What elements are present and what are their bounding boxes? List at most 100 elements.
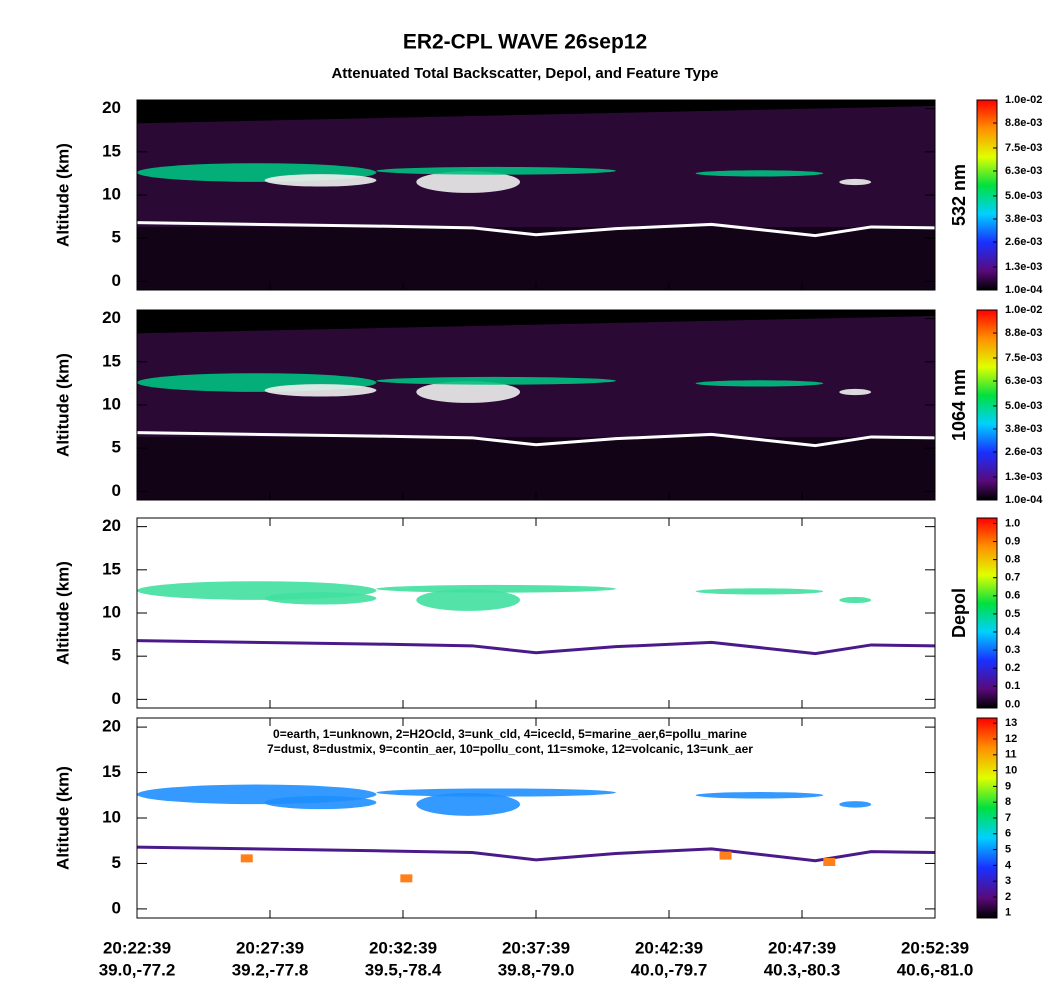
colorbar-tick-label: 7 (1005, 812, 1011, 824)
colorbar-tick-label: 6.3e-03 (1005, 165, 1042, 177)
y-tick-label: 10 (102, 394, 121, 413)
y-tick-label: 15 (102, 351, 121, 370)
colorbar-tick-label: 7.5e-03 (1005, 142, 1042, 154)
colorbar-tick-label: 0.8 (1005, 554, 1020, 566)
cloud-feature (839, 178, 872, 186)
cloud-feature (839, 596, 872, 604)
colorbar-label: Depol (949, 588, 969, 638)
x-tick-label: 39.8,-79.0 (498, 960, 575, 979)
aerosol-feature (719, 851, 732, 860)
cloud-feature (416, 381, 521, 403)
x-tick-label: 20:47:39 (768, 938, 836, 957)
cloud-feature (839, 801, 872, 808)
y-tick-label: 20 (102, 98, 121, 117)
surface-line (136, 639, 936, 656)
y-axis-label: Altitude (km) (53, 353, 72, 457)
no-data-region (137, 310, 935, 334)
colorbar-tick-label: 4 (1005, 859, 1012, 871)
cloud-feature (695, 380, 824, 387)
colorbar-tick-label: 2 (1005, 891, 1011, 903)
cloud-feature (376, 788, 616, 797)
colorbar-tick-label: 2.6e-03 (1005, 236, 1042, 248)
y-tick-label: 10 (102, 184, 121, 203)
colorbar-tick-label: 0.5 (1005, 608, 1020, 620)
y-tick-label: 20 (102, 717, 121, 736)
x-tick-label: 40.0,-79.7 (631, 960, 708, 979)
colorbar-tick-label: 1.3e-03 (1005, 261, 1042, 273)
colorbar-tick-label: 3 (1005, 875, 1011, 887)
x-tick-label: 20:27:39 (236, 938, 304, 957)
colorbar-tick-label: 0.3 (1005, 644, 1020, 656)
colorbar-tick-label: 6.3e-03 (1005, 375, 1042, 387)
aerosol-feature (823, 858, 836, 866)
colorbar-tick-label: 8 (1005, 796, 1011, 808)
surface-line (136, 845, 936, 863)
colorbar (976, 309, 998, 501)
plot-background (137, 518, 935, 708)
colorbar-tick-label: 0.7 (1005, 572, 1020, 584)
cloud-feature (264, 796, 377, 810)
colorbar-label: 532 nm (949, 164, 969, 226)
cloud-feature (695, 170, 824, 177)
y-axis-label: Altitude (km) (53, 561, 72, 665)
colorbar-tick-label: 1.3e-03 (1005, 471, 1042, 483)
x-tick-label: 39.2,-77.8 (232, 960, 309, 979)
cloud-feature (416, 792, 521, 816)
below-surface (137, 436, 935, 500)
x-tick-label: 40.6,-81.0 (897, 960, 974, 979)
colorbar-tick-label: 0.9 (1005, 535, 1020, 547)
colorbar-tick-label: 5 (1005, 844, 1011, 856)
x-tick-label: 20:22:39 (103, 938, 171, 957)
cloud-feature (416, 589, 521, 611)
colorbar-tick-label: 2.6e-03 (1005, 446, 1042, 458)
y-axis-label: Altitude (km) (53, 143, 72, 247)
no-data-region (137, 100, 935, 124)
x-tick-label: 20:37:39 (502, 938, 570, 957)
aerosol-feature (400, 874, 413, 883)
y-axis-label: Altitude (km) (53, 766, 72, 870)
y-tick-label: 0 (112, 898, 121, 917)
cloud-feature (376, 376, 616, 385)
colorbar-tick-label: 8.8e-03 (1005, 327, 1042, 339)
y-tick-label: 15 (102, 141, 121, 160)
colorbar-tick-label: 10 (1005, 765, 1017, 777)
colorbar-tick-label: 1.0 (1005, 517, 1020, 529)
cloud-feature (376, 584, 616, 593)
aerosol-feature (240, 854, 253, 863)
cloud-feature (695, 792, 824, 799)
y-tick-label: 5 (112, 646, 121, 665)
cloud-feature (264, 592, 377, 605)
colorbar-tick-label: 1.0e-02 (1005, 94, 1042, 106)
y-tick-label: 10 (102, 602, 121, 621)
colorbar-label: 1064 nm (949, 369, 969, 441)
colorbar-tick-label: 0.6 (1005, 590, 1020, 602)
y-tick-label: 0 (112, 481, 121, 500)
colorbar-tick-label: 3.8e-03 (1005, 213, 1042, 225)
colorbar-tick-label: 0.4 (1005, 626, 1021, 638)
y-tick-label: 15 (102, 559, 121, 578)
colorbar-tick-label: 8.8e-03 (1005, 117, 1042, 129)
colorbar-tick-label: 6 (1005, 828, 1011, 840)
colorbar-tick-label: 0.0 (1005, 698, 1020, 710)
colorbar (976, 517, 998, 709)
colorbar-tick-label: 9 (1005, 780, 1011, 792)
cloud-feature (416, 171, 521, 193)
colorbar-tick-label: 12 (1005, 733, 1017, 745)
y-tick-label: 0 (112, 271, 121, 290)
colorbar-tick-label: 13 (1005, 717, 1017, 729)
colorbar-tick-label: 1.0e-04 (1005, 284, 1043, 296)
cloud-feature (695, 588, 824, 595)
cloud-feature (839, 388, 872, 396)
colorbar-tick-label: 5.0e-03 (1005, 400, 1042, 412)
colorbar-tick-label: 0.2 (1005, 662, 1020, 674)
cloud-feature (264, 384, 377, 397)
colorbar-tick-label: 1.0e-04 (1005, 494, 1043, 506)
y-tick-label: 5 (112, 438, 121, 457)
x-tick-label: 40.3,-80.3 (764, 960, 841, 979)
y-tick-label: 0 (112, 689, 121, 708)
colorbar-tick-label: 3.8e-03 (1005, 423, 1042, 435)
cloud-feature (376, 166, 616, 175)
colorbar-tick-label: 1 (1005, 907, 1011, 919)
surface-line (136, 431, 936, 448)
